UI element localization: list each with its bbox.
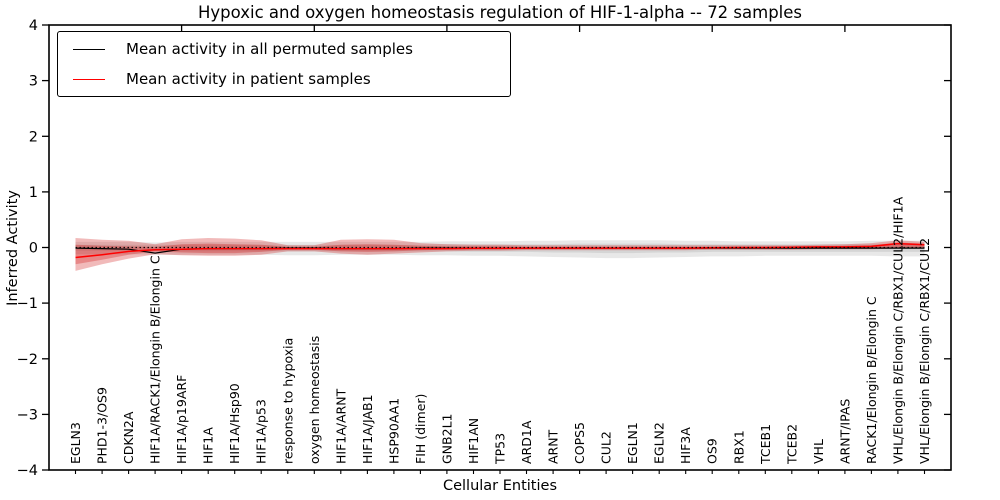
x-category-label: HIF1A/p19ARF [174, 375, 189, 464]
patient-line-swatch [73, 78, 105, 80]
x-category-label: PHD1-3/OS9 [95, 387, 110, 464]
x-category-label: response to hypoxia [280, 338, 295, 464]
y-axis-label: Inferred Activity [5, 190, 21, 306]
x-category-label: FIH (dimer) [413, 394, 428, 464]
x-category-label: OS9 [705, 438, 720, 464]
x-category-label: HIF3A [678, 427, 693, 464]
x-category-label: TCEB2 [784, 424, 799, 465]
x-category-label: TP53 [493, 433, 508, 465]
y-tick-label: −3 [17, 407, 38, 423]
x-category-label: EGLN2 [652, 422, 667, 464]
x-category-label: ARD1A [519, 420, 534, 464]
legend-entry-patient: Mean activity in patient samples [58, 64, 510, 94]
permuted-line-swatch [73, 48, 105, 50]
y-tick-label: 1 [29, 185, 38, 201]
patient-mean-line [75, 242, 925, 259]
x-category-label: oxygen homeostasis [307, 336, 322, 464]
y-tick-label: 4 [29, 18, 38, 34]
x-category-label: ARNT/IPAS [837, 399, 852, 464]
y-tick-label: 0 [29, 241, 38, 257]
legend: Mean activity in all permuted samples Me… [57, 31, 511, 97]
y-tick-label: −2 [17, 352, 38, 368]
x-category-label: RACK1/Elongin B/Elongin C [864, 296, 879, 464]
y-tick-label: 3 [29, 74, 38, 90]
x-category-label: ARNT [546, 429, 561, 464]
x-category-label: VHL/Elongin B/Elongin C/RBX1/CUL2/HIF1A [890, 196, 905, 464]
permuted-range-outer-band [75, 240, 925, 259]
x-category-label: HIF1A/p53 [254, 399, 269, 464]
x-category-label: HIF1A [201, 427, 216, 464]
x-category-label: EGLN3 [68, 422, 83, 464]
x-category-label: TCEB1 [758, 424, 773, 465]
x-category-label: HIF1A/JAB1 [360, 394, 375, 464]
x-category-label: COPS5 [572, 422, 587, 464]
chart-title: Hypoxic and oxygen homeostasis regulatio… [197, 3, 803, 22]
x-category-label: HIF1AN [466, 418, 481, 464]
x-category-label: RBX1 [731, 430, 746, 464]
x-category-label: HIF1A/Hsp90 [227, 383, 242, 464]
y-tick-label: −1 [17, 296, 38, 312]
x-category-label: EGLN1 [625, 422, 640, 464]
y-tick-label: 2 [29, 129, 38, 145]
x-axis-label: Cellular Entities [442, 478, 558, 494]
x-category-label: GNB2L1 [439, 414, 454, 464]
x-category-label: HIF1A/RACK1/Elongin B/Elongin C [148, 255, 163, 464]
x-category-label: CUL2 [599, 431, 614, 464]
patient-range-outer-band [75, 238, 925, 271]
x-category-label: VHL [811, 439, 826, 464]
legend-label-patient: Mean activity in patient samples [126, 70, 371, 88]
x-category-label: HSP90AA1 [386, 398, 401, 464]
y-tick-label: −4 [17, 463, 38, 479]
legend-entry-permuted: Mean activity in all permuted samples [58, 34, 510, 64]
x-category-label: CDKN2A [121, 411, 136, 464]
legend-label-permuted: Mean activity in all permuted samples [126, 40, 413, 58]
x-category-label: VHL/Elongin B/Elongin C/RBX1/CUL2 [917, 238, 932, 464]
x-category-label: HIF1A/ARNT [333, 388, 348, 464]
